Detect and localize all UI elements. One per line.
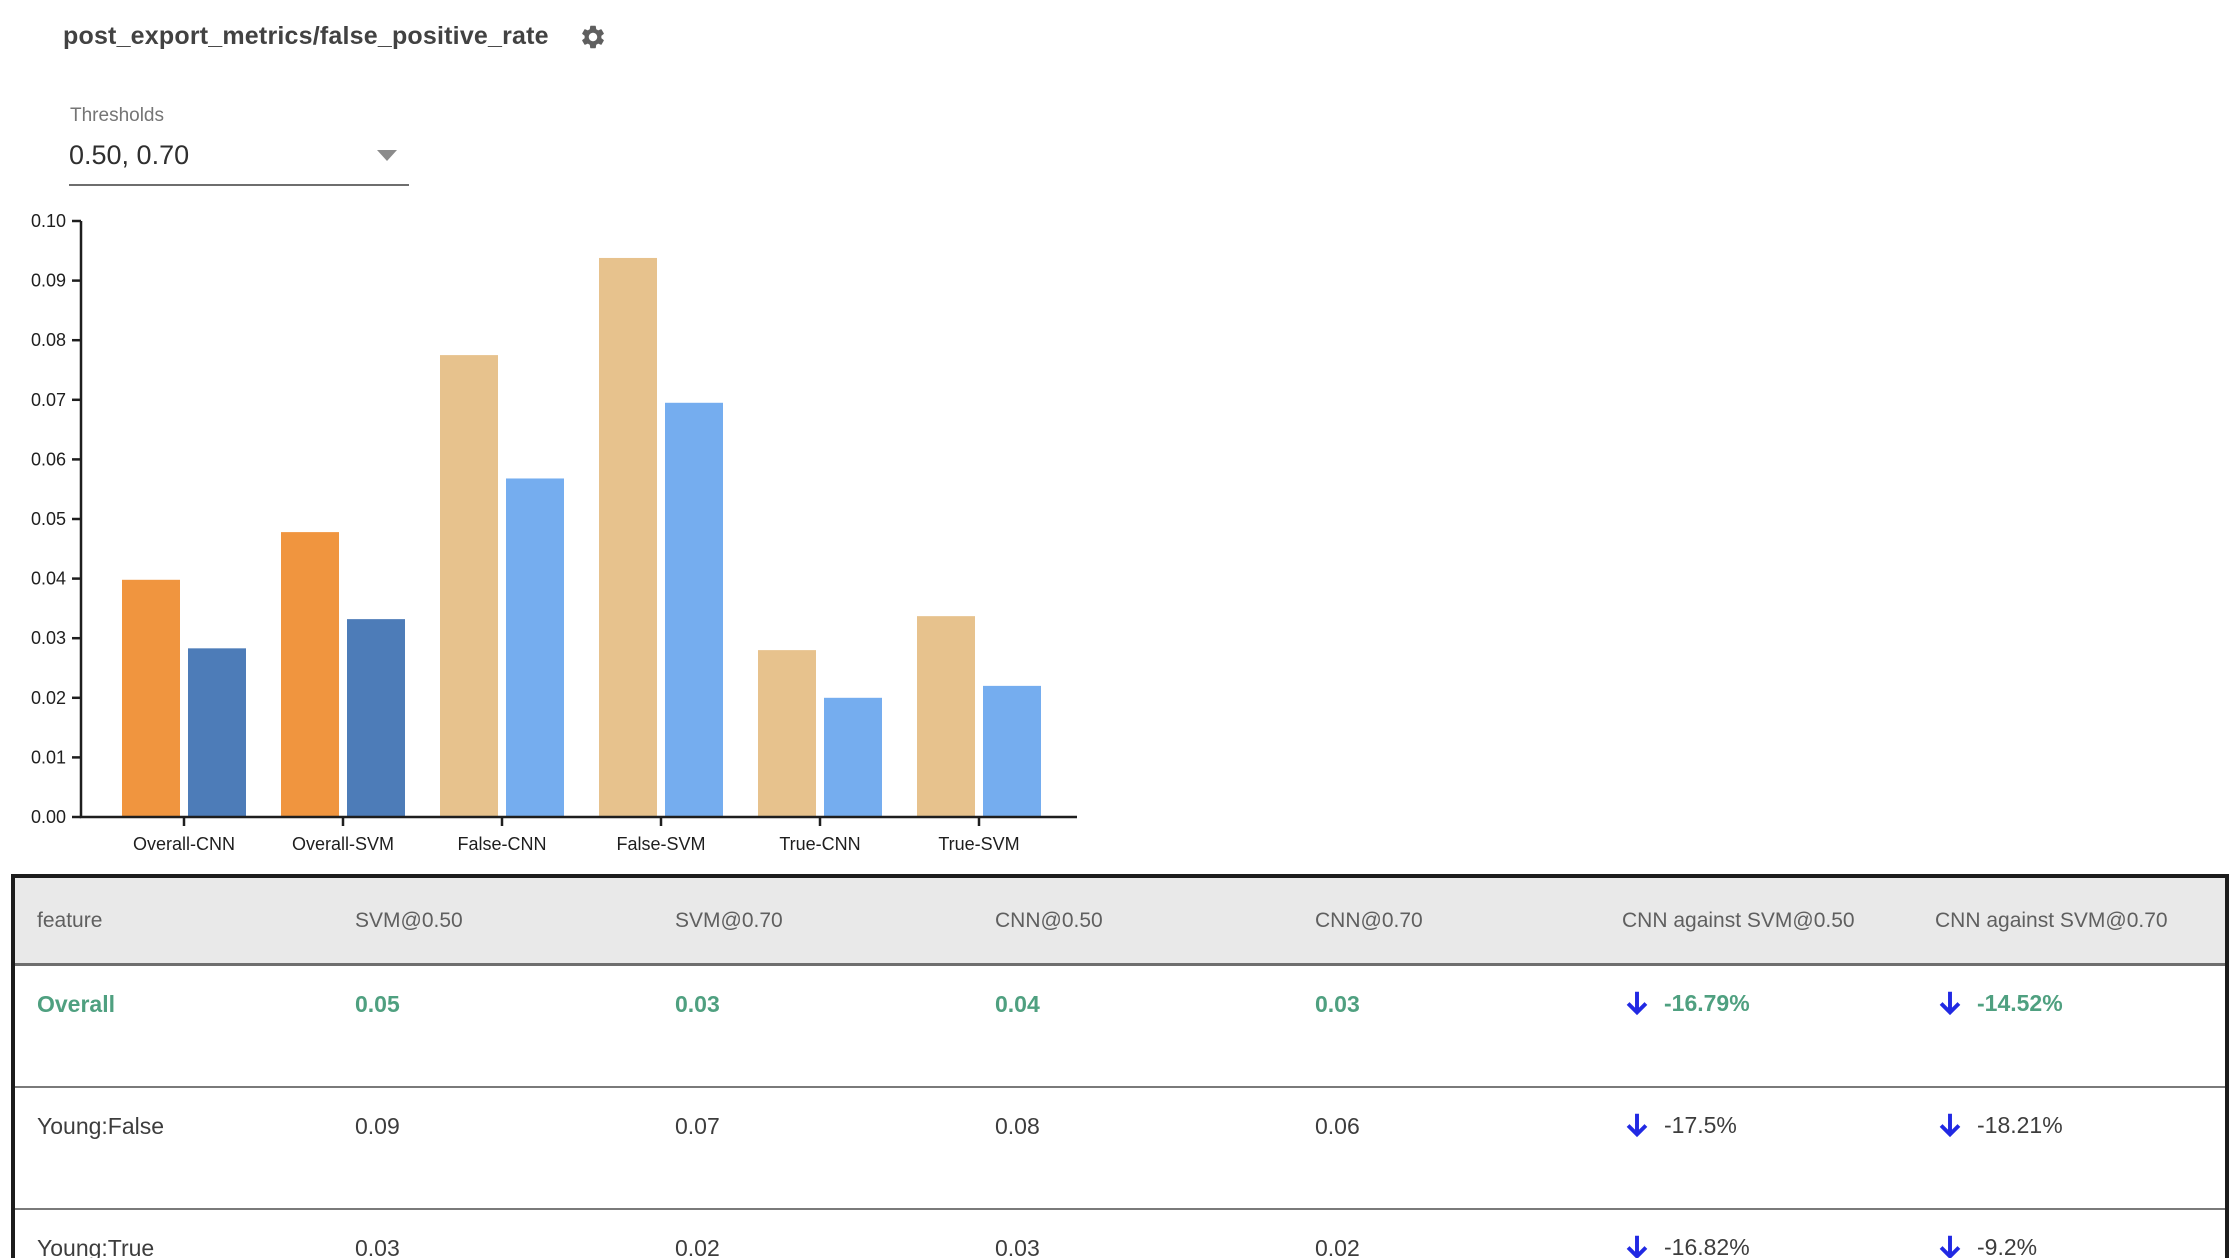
feature-cell: Overall (13, 964, 333, 1087)
y-tick-label: 0.07 (31, 390, 66, 410)
comparison-percent: -9.2% (1977, 1233, 2038, 1258)
comparison-percent: -16.79% (1664, 989, 1750, 1016)
comparison-percent: -14.52% (1977, 989, 2063, 1016)
comparison-cell-cnn-against-svm-0-70: -18.21% (1913, 1086, 2227, 1209)
comparison-percent: -17.5% (1664, 1111, 1737, 1138)
y-tick-label: 0.00 (31, 807, 66, 827)
metric-value-cell-svm-0-70: 0.03 (653, 964, 973, 1087)
metric-value-cell-svm-0-50: 0.03 (333, 1208, 653, 1258)
comparison-cell-cnn-against-svm-0-50: -17.5% (1600, 1086, 1913, 1209)
gear-icon[interactable] (579, 23, 607, 51)
feature-cell: Young:False (13, 1086, 333, 1209)
x-tick-label-false-svm: False-SVM (616, 834, 705, 854)
arrow-down-icon (1939, 1113, 1961, 1138)
arrow-down-icon (1939, 991, 1961, 1016)
bar-overall-svm-threshold-0-70 (347, 619, 405, 817)
bar-false-svm-threshold-0-50 (599, 257, 657, 817)
x-tick-label-true-svm: True-SVM (938, 834, 1019, 854)
y-tick-label: 0.04 (31, 569, 66, 589)
metric-value-cell-svm-0-50: 0.05 (333, 964, 653, 1087)
comparison-cell-cnn-against-svm-0-70: -14.52% (1913, 964, 2227, 1087)
column-header-feature: feature (13, 876, 333, 966)
y-tick-label: 0.01 (31, 747, 66, 767)
bar-overall-cnn-threshold-0-50 (122, 579, 180, 817)
y-tick-label: 0.10 (31, 211, 66, 231)
bar-true-svm-threshold-0-50 (917, 616, 975, 817)
y-tick-label: 0.05 (31, 509, 66, 529)
feature-cell: Young:True (13, 1208, 333, 1258)
arrow-down-icon (1939, 1235, 1961, 1258)
thresholds-dropdown[interactable]: Thresholds 0.50, 0.70 (69, 105, 409, 186)
y-tick-label: 0.08 (31, 330, 66, 350)
page-title: post_export_metrics/false_positive_rate (63, 22, 549, 50)
metric-value-cell-svm-0-70: 0.02 (653, 1208, 973, 1258)
bar-overall-svm-threshold-0-50 (281, 532, 339, 817)
metric-value-cell-svm-0-50: 0.09 (333, 1086, 653, 1209)
bar-true-svm-threshold-0-70 (983, 685, 1041, 817)
y-tick-label: 0.02 (31, 688, 66, 708)
metric-value-cell-cnn-0-50: 0.08 (973, 1086, 1293, 1209)
metric-value-cell-svm-0-70: 0.07 (653, 1086, 973, 1209)
metric-value-cell-cnn-0-70: 0.06 (1293, 1086, 1600, 1209)
x-tick-label-overall-svm: Overall-SVM (292, 834, 394, 854)
arrow-down-icon (1626, 1235, 1648, 1258)
arrow-down-icon (1626, 1113, 1648, 1138)
comparison-percent: -16.82% (1664, 1233, 1750, 1258)
y-tick-label: 0.06 (31, 449, 66, 469)
table-row-overall[interactable]: Overall 0.05 0.03 0.04 0.03 -16.79% -14.52% (13, 964, 2227, 1087)
bar-overall-cnn-threshold-0-70 (188, 648, 246, 817)
column-header-svm-0-70: SVM@0.70 (653, 876, 973, 966)
column-header-cnn-0-70: CNN@0.70 (1293, 876, 1600, 966)
column-header-cnn-against-svm-0-50: CNN against SVM@0.50 (1600, 876, 1913, 966)
metric-value-cell-cnn-0-50: 0.04 (973, 964, 1293, 1087)
table-header-row: feature SVM@0.50 SVM@0.70 CNN@0.50 CNN@0.70 C… (13, 876, 2227, 966)
bar-false-cnn-threshold-0-50 (440, 355, 498, 817)
column-header-svm-0-50: SVM@0.50 (333, 876, 653, 966)
thresholds-value: 0.50, 0.70 (69, 140, 190, 170)
bar-chart: Overall-CNN Overall-SVM False-CNN False-SVM… (0, 200, 1120, 890)
metric-value-cell-cnn-0-70: 0.03 (1293, 964, 1600, 1087)
comparison-cell-cnn-against-svm-0-70: -9.2% (1913, 1208, 2227, 1258)
table-row-young-true[interactable]: Young:True 0.03 0.02 0.03 0.02 -16.82% -9.2% (13, 1208, 2227, 1258)
y-tick-label: 0.09 (31, 271, 66, 291)
metrics-table: feature SVM@0.50 SVM@0.70 CNN@0.50 CNN@0.70 C… (11, 874, 2229, 1258)
metric-value-cell-cnn-0-50: 0.03 (973, 1208, 1293, 1258)
bar-false-svm-threshold-0-70 (665, 402, 723, 817)
comparison-cell-cnn-against-svm-0-50: -16.79% (1600, 964, 1913, 1087)
bar-true-cnn-threshold-0-50 (758, 650, 816, 817)
table-row-young-false[interactable]: Young:False 0.09 0.07 0.08 0.06 -17.5% -18.2… (13, 1086, 2227, 1209)
y-tick-label: 0.03 (31, 628, 66, 648)
column-header-cnn-against-svm-0-70: CNN against SVM@0.70 (1913, 876, 2227, 966)
x-tick-label-false-cnn: False-CNN (457, 834, 546, 854)
metric-value-cell-cnn-0-70: 0.02 (1293, 1208, 1600, 1258)
bar-true-cnn-threshold-0-70 (824, 697, 882, 817)
chevron-down-icon (377, 150, 397, 161)
thresholds-label: Thresholds (70, 105, 164, 126)
arrow-down-icon (1626, 991, 1648, 1016)
panel-header: post_export_metrics/false_positive_rate (63, 22, 607, 51)
bar-false-cnn-threshold-0-70 (506, 478, 564, 817)
x-tick-label-overall-cnn: Overall-CNN (133, 834, 235, 854)
x-tick-label-true-cnn: True-CNN (779, 834, 860, 854)
comparison-cell-cnn-against-svm-0-50: -16.82% (1600, 1208, 1913, 1258)
comparison-percent: -18.21% (1977, 1111, 2063, 1138)
column-header-cnn-0-50: CNN@0.50 (973, 876, 1293, 966)
